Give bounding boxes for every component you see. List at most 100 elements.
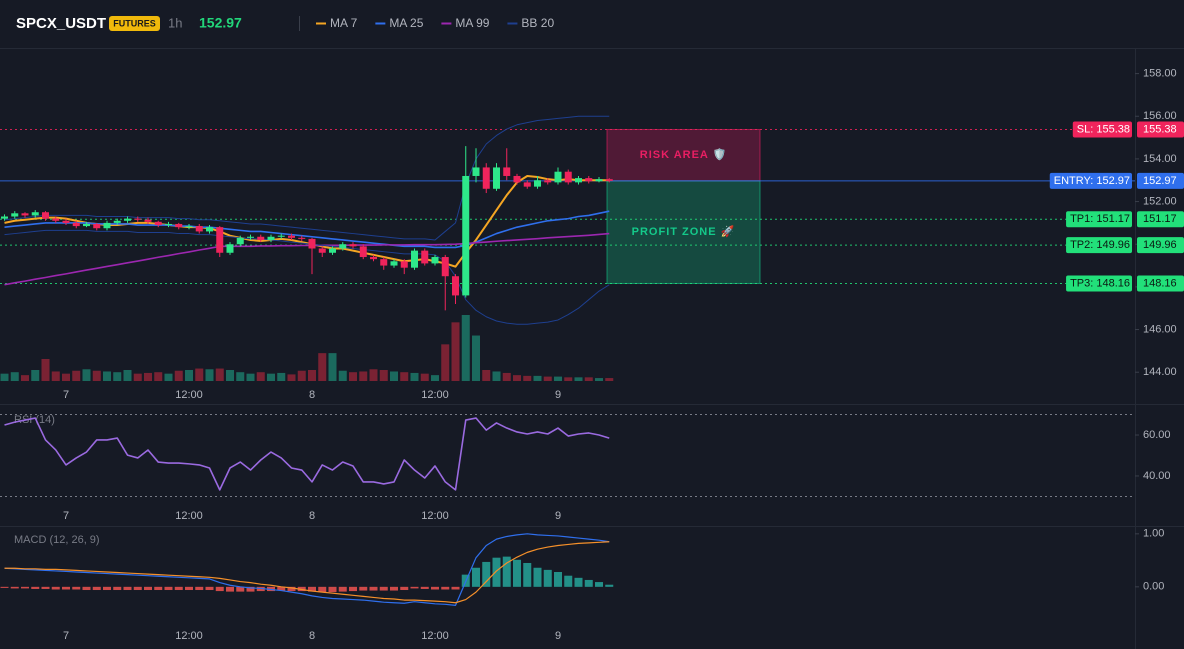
level-label: TP3: 148.16 — [1070, 277, 1130, 289]
volume-bar — [267, 373, 275, 381]
candle-body — [493, 167, 500, 189]
candle-body — [236, 237, 244, 245]
candle-body — [349, 244, 357, 247]
candle-body — [257, 236, 265, 240]
volume-bar — [543, 376, 552, 381]
volume-bar — [318, 353, 327, 381]
y-tick-label: 0.00 — [1143, 581, 1164, 593]
histogram-bar — [369, 586, 378, 591]
histogram-bar — [41, 586, 50, 589]
level-axis-label: 152.97 — [1143, 175, 1177, 187]
candle-body — [523, 182, 531, 187]
volume-bar — [584, 377, 593, 381]
level-axis-bg — [1137, 211, 1184, 228]
candle-body — [83, 223, 90, 227]
volume-bar — [277, 372, 286, 381]
histogram-bar — [133, 586, 142, 591]
level-label: ENTRY: 152.97 — [1054, 175, 1130, 187]
pane-title: MACD (12, 26, 9) — [14, 534, 100, 546]
volume-bar — [246, 373, 255, 381]
x-tick-label: 12:00 — [175, 510, 203, 522]
histogram-bar — [174, 586, 183, 591]
histogram-bar — [10, 586, 19, 589]
volume-bar — [359, 371, 368, 381]
candle-body — [411, 250, 418, 268]
histogram-bar — [482, 561, 491, 587]
volume-bar — [174, 370, 183, 381]
candle-body — [575, 178, 582, 183]
level-axis-label: 148.16 — [1143, 277, 1177, 289]
legend-label: MA 25 — [389, 16, 423, 30]
volume-bar — [451, 322, 460, 381]
histogram-bar — [441, 586, 450, 590]
histogram-bar — [574, 577, 583, 587]
histogram-bar — [82, 586, 91, 591]
volume-bar — [297, 370, 306, 381]
volume-bar — [82, 369, 91, 381]
volume-bar — [338, 370, 347, 381]
level-axis-bg — [1137, 172, 1184, 189]
legend-label: MA 99 — [455, 16, 489, 30]
candle-body — [462, 175, 470, 296]
y-tick-label: 146.00 — [1143, 323, 1177, 335]
candle-body — [544, 180, 552, 183]
x-tick-label: 12:00 — [421, 510, 449, 522]
candle-body — [62, 220, 70, 223]
volume-bar — [185, 370, 193, 381]
level-label: TP1: 151.17 — [1070, 213, 1130, 225]
candle-body — [452, 276, 459, 296]
candle-body — [503, 167, 511, 176]
candle-body — [195, 226, 203, 232]
candle-body — [605, 179, 613, 181]
histogram-bar — [308, 586, 316, 592]
histogram-bar — [564, 575, 573, 587]
rsi-line — [4, 417, 610, 491]
candle-body — [380, 259, 388, 266]
histogram-bar — [21, 586, 29, 589]
x-tick-label: 12:00 — [175, 389, 203, 401]
volume-bar — [595, 378, 603, 381]
volume-bar — [533, 375, 542, 381]
volume-bar — [154, 372, 163, 381]
volume-bar — [564, 377, 573, 381]
candle-body — [21, 213, 29, 216]
candle-body — [482, 167, 490, 189]
level-label: TP2: 149.96 — [1070, 239, 1130, 251]
candle-body — [72, 222, 80, 227]
y-tick-label: 1.00 — [1143, 528, 1164, 540]
x-tick-label: 8 — [309, 510, 315, 522]
candle-body — [318, 248, 326, 253]
y-tick-label: 40.00 — [1143, 470, 1171, 482]
histogram-bar — [431, 586, 439, 590]
candle-body — [134, 218, 142, 220]
volume-bar — [226, 370, 234, 381]
volume-bar — [523, 375, 532, 381]
volume-bar — [410, 372, 419, 381]
volume-bar — [287, 374, 296, 381]
candle-body — [175, 223, 183, 228]
level-label-bg — [1072, 121, 1132, 138]
level-axis-label: 149.96 — [1143, 239, 1177, 251]
candle-body — [370, 257, 377, 260]
volume-bar — [10, 372, 19, 381]
histogram-bar — [51, 586, 60, 590]
volume-bar — [164, 373, 173, 381]
volume-bar — [400, 372, 409, 381]
candle-body — [595, 179, 603, 182]
volume-bar — [441, 344, 450, 381]
volume-bar — [144, 372, 152, 381]
volume-bar — [349, 372, 357, 381]
x-tick-label: 8 — [309, 630, 315, 642]
volume-bar — [195, 368, 204, 381]
volume-bar — [574, 377, 583, 381]
candle-body — [165, 223, 172, 226]
histogram-bar — [287, 586, 296, 592]
histogram-bar — [246, 586, 255, 592]
candle-body — [400, 261, 408, 268]
interval: 1h — [168, 15, 182, 30]
volume-bar — [308, 370, 316, 381]
histogram-bar — [359, 586, 368, 591]
volume-bar — [92, 370, 101, 381]
histogram-bar — [451, 586, 460, 590]
